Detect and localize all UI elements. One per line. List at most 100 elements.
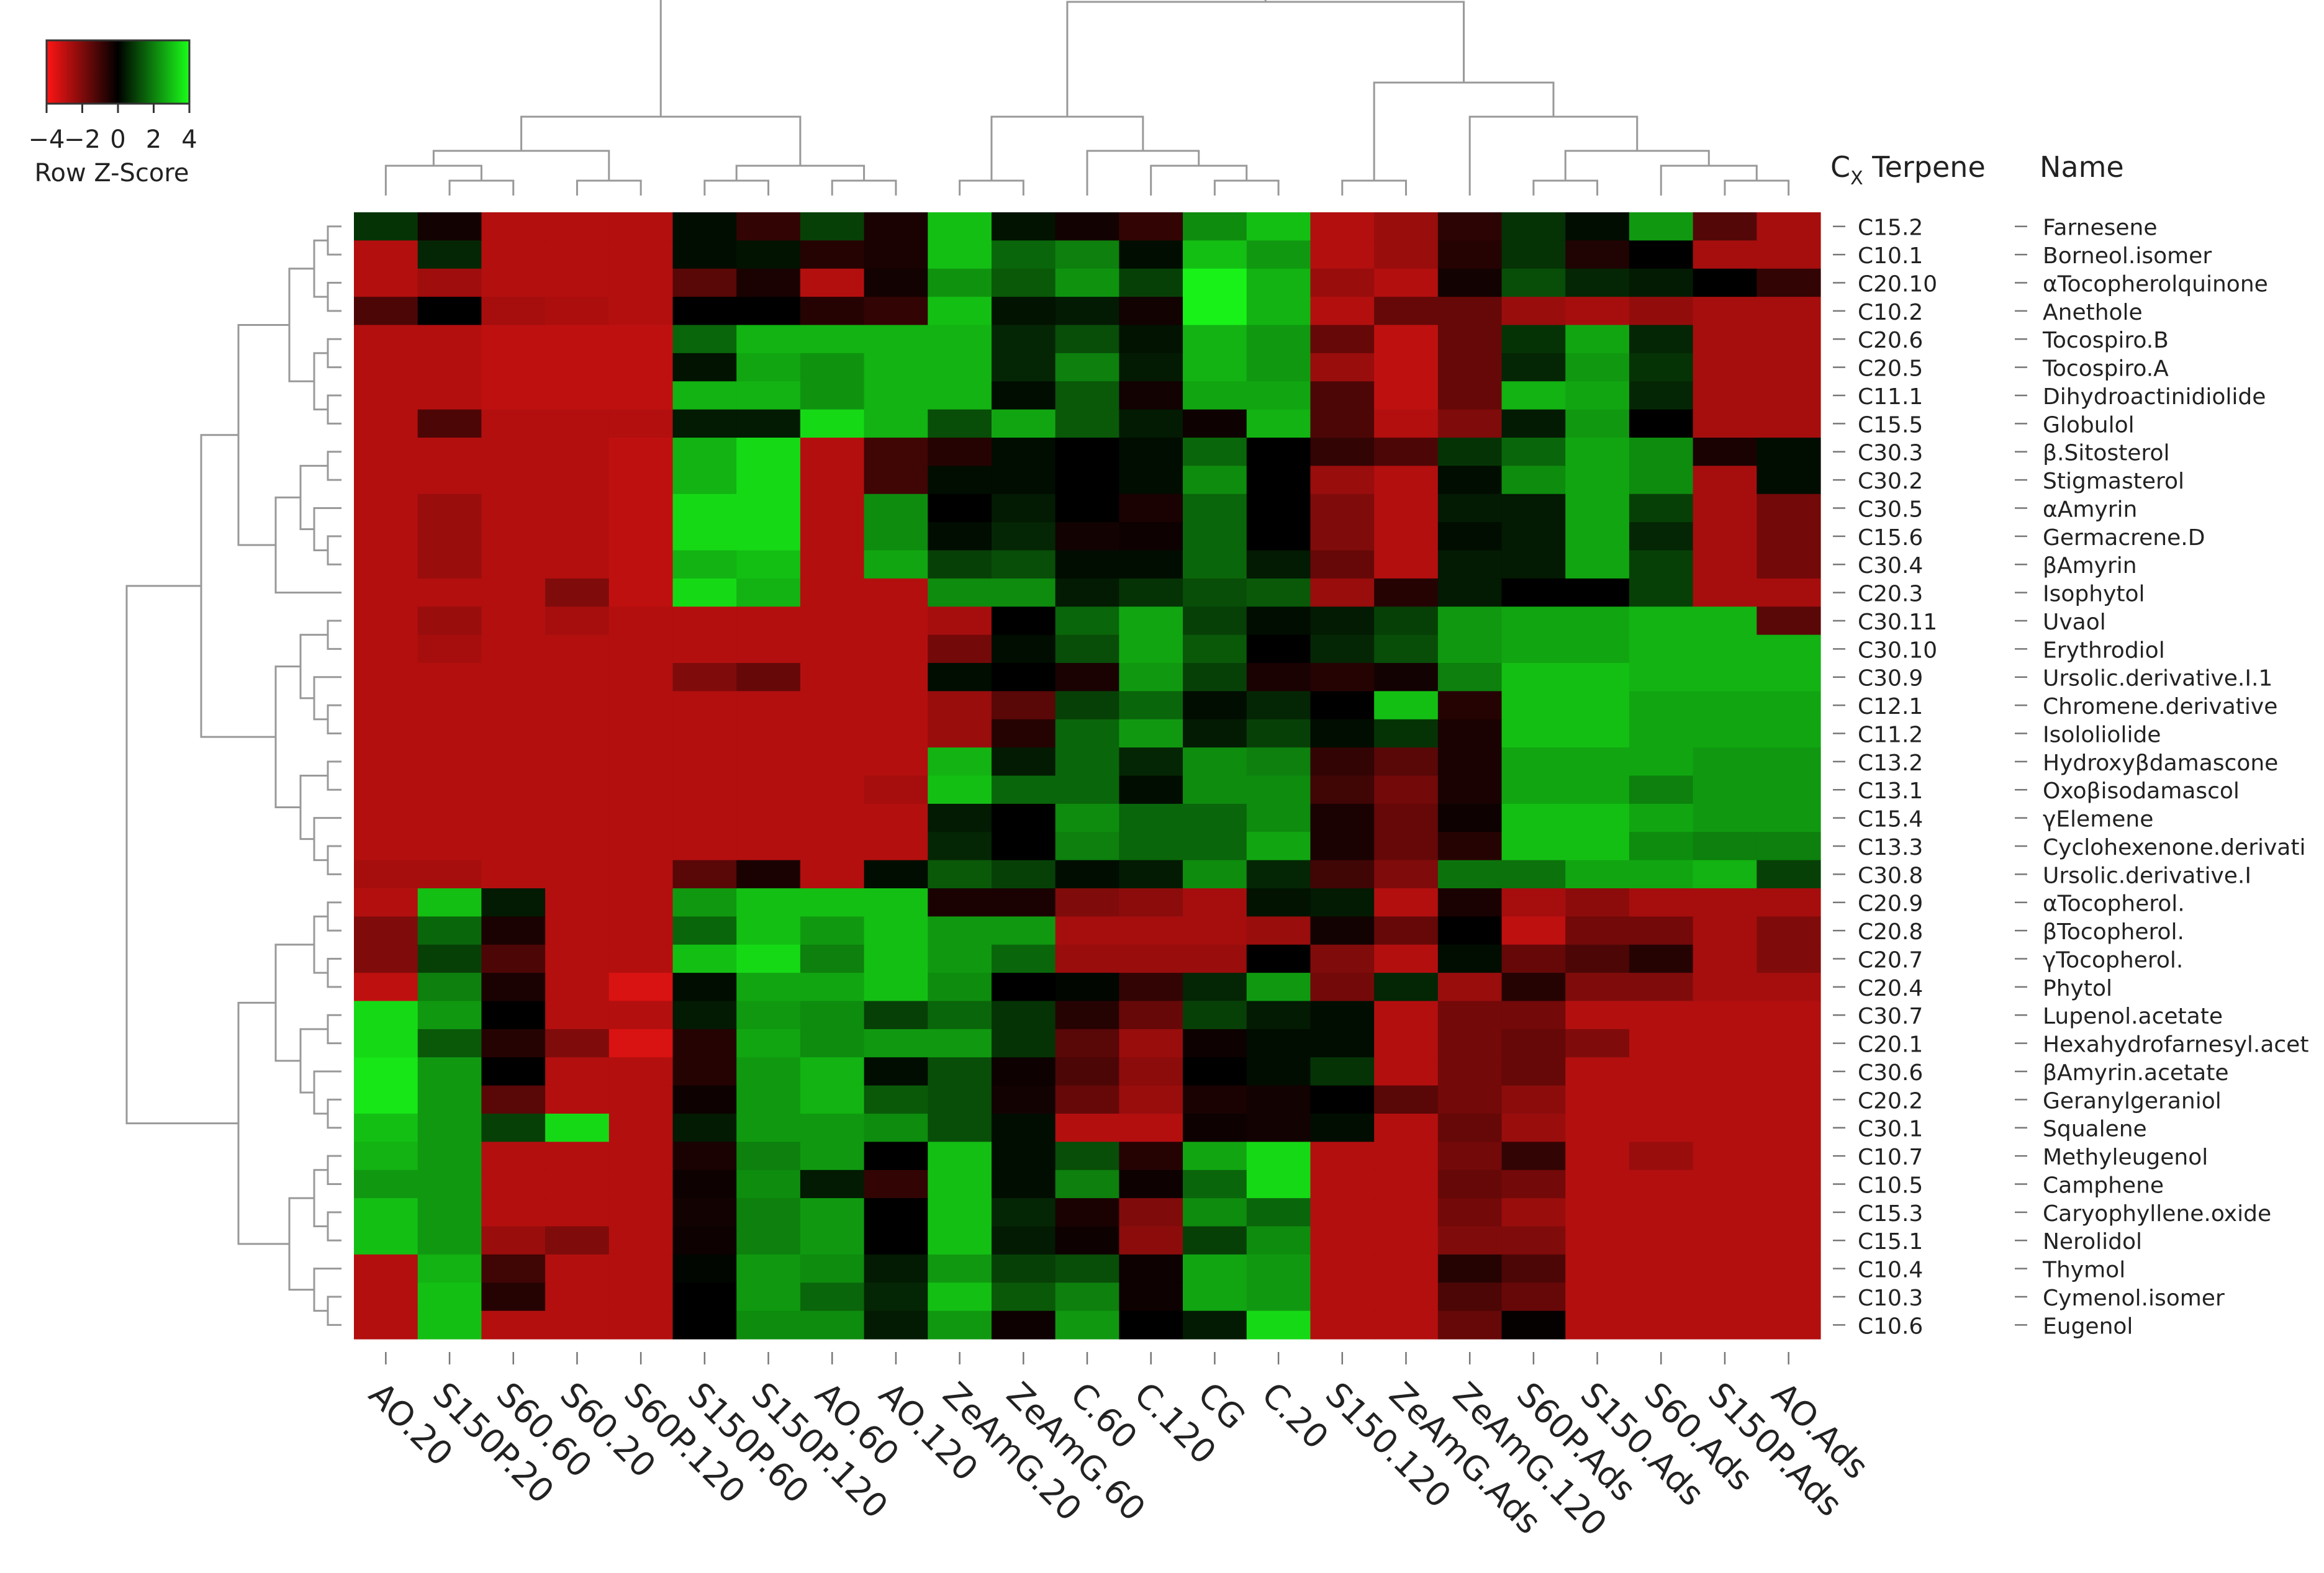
heatmap-cell (1119, 944, 1183, 973)
heatmap-cell (864, 578, 928, 607)
heatmap-cell (672, 1142, 737, 1171)
heatmap-cell (1246, 1170, 1311, 1199)
heatmap-cell (1757, 353, 1821, 382)
heatmap-cell (1310, 212, 1375, 241)
heatmap-cell (1246, 522, 1311, 551)
heatmap-cell (417, 1085, 482, 1114)
heatmap-cell (864, 1254, 928, 1283)
heatmap-cell (1310, 438, 1375, 466)
heatmap-cell (864, 916, 928, 945)
heatmap-cell (481, 832, 546, 861)
heatmap-cell (1437, 888, 1503, 917)
heatmap-cell (1693, 353, 1757, 382)
heatmap-cell (800, 550, 865, 579)
heatmap-cell (928, 409, 992, 438)
heatmap-cell (481, 381, 546, 410)
heatmap-cell (1374, 747, 1439, 777)
heatmap-cell (864, 606, 928, 636)
row-dendrogram-branch (288, 268, 314, 382)
heatmap-cell (928, 1085, 992, 1114)
heatmap-cell (545, 578, 610, 607)
row-label-cx: C10.2 (1858, 300, 1923, 325)
heatmap-cell (417, 268, 482, 297)
row-label-cx: C20.6 (1858, 328, 1923, 353)
heatmap-cell (1565, 240, 1630, 269)
heatmap-cell (991, 522, 1056, 551)
column-dendrogram-branch (1213, 179, 1280, 196)
heatmap-cell (1565, 1029, 1630, 1058)
row-label-name: Globulol (2043, 412, 2135, 438)
heatmap-cell (417, 522, 482, 551)
row-dendrogram-root (125, 585, 238, 1125)
heatmap-cell (545, 438, 610, 466)
heatmap-cell (481, 268, 546, 297)
heatmap-cell (1437, 353, 1503, 382)
heatmap-cell (1183, 719, 1247, 748)
heatmap-cell (1437, 747, 1503, 777)
heatmap-cell (1693, 1085, 1757, 1114)
heatmap-cell (864, 268, 928, 297)
column-label: C.20 (1254, 1375, 1336, 1457)
heatmap-cell (417, 1142, 482, 1171)
heatmap-cell (672, 438, 737, 466)
heatmap-cell (672, 775, 737, 805)
heatmap-cell (608, 1254, 674, 1283)
heatmap-cell (736, 438, 801, 466)
heatmap-cell (417, 916, 482, 945)
heatmap-cell (1119, 353, 1183, 382)
row-label-name: γTocopherol. (2043, 947, 2183, 973)
heatmap-cell (1629, 634, 1694, 664)
heatmap-cell (800, 860, 865, 889)
heatmap-cell (1374, 297, 1439, 326)
heatmap-cell (1374, 466, 1439, 495)
heatmap-cell (928, 747, 992, 777)
heatmap-cell (545, 747, 610, 777)
heatmap-cell (545, 663, 610, 692)
heatmap-cell (991, 381, 1056, 410)
heatmap-cell (417, 466, 482, 495)
heatmap-cell (800, 803, 865, 832)
heatmap-cell (800, 522, 865, 551)
heatmap-cell (417, 1198, 482, 1227)
heatmap-cell (354, 1254, 418, 1283)
heatmap-cell (354, 916, 418, 945)
color-key: −4−2 0 2 4 Row Z-Score (29, 39, 197, 187)
heatmap-cell (481, 719, 546, 748)
heatmap-cell (1437, 832, 1503, 861)
heatmap-cell (1055, 1001, 1119, 1030)
heatmap-cell (800, 409, 865, 438)
heatmap-cell (800, 1226, 865, 1255)
heatmap-cell (864, 466, 928, 495)
heatmap-cell (481, 494, 546, 523)
heatmap-cell (1565, 775, 1630, 805)
heatmap-cell (991, 747, 1056, 777)
heatmap-cell (928, 803, 992, 832)
heatmap-cell (1693, 438, 1757, 466)
heatmap-cell (354, 691, 418, 720)
heatmap-cell (608, 973, 674, 1002)
heatmap-cell (545, 606, 610, 636)
heatmap-cell (1183, 775, 1247, 805)
heatmap-cell (1374, 691, 1439, 720)
heatmap-cell (1374, 1142, 1439, 1171)
heatmap-cell (1565, 1226, 1630, 1255)
heatmap-cell (800, 1254, 865, 1283)
row-label-cx: C20.3 (1858, 582, 1923, 607)
heatmap-cell (1501, 691, 1566, 720)
heatmap-cell (417, 775, 482, 805)
heatmap-cell (1246, 212, 1311, 241)
heatmap-cell (1565, 832, 1630, 861)
heatmap-cell (354, 1198, 418, 1227)
heatmap-cell (1119, 860, 1183, 889)
heatmap-cell (672, 578, 737, 607)
heatmap-cell (864, 240, 928, 269)
heatmap-cell (1246, 860, 1311, 889)
heatmap-cell (991, 606, 1056, 636)
heatmap-cell (608, 1114, 674, 1142)
heatmap-cell (354, 409, 418, 438)
heatmap-cell (1693, 747, 1757, 777)
column-dendrogram-branch (703, 179, 770, 196)
heatmap-cell (1310, 803, 1375, 832)
heatmap-cell (672, 1254, 737, 1283)
heatmap-cell (354, 888, 418, 917)
